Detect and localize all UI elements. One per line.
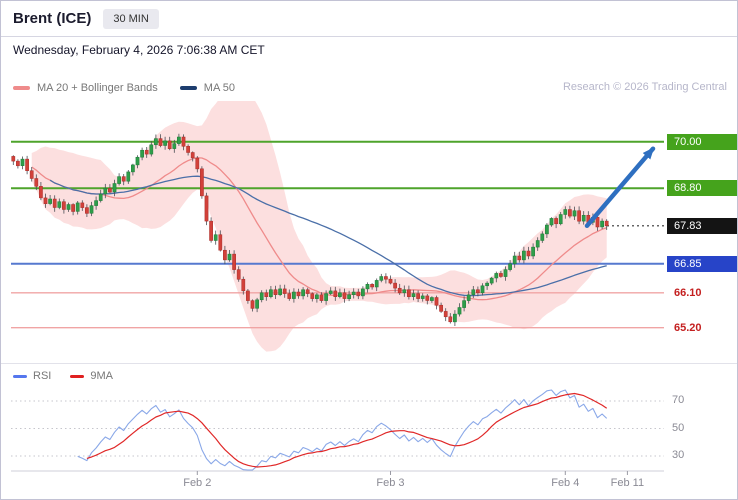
rsi-legend-label: RSI <box>33 370 52 382</box>
bullish-projection-arrow <box>584 146 656 229</box>
x-axis-label-feb4: Feb 4 <box>551 477 580 489</box>
ma50-swatch-icon <box>179 86 197 90</box>
ma50-legend-item: MA 50 <box>179 82 235 94</box>
ma20-legend-item: MA 20 + Bollinger Bands <box>13 82 158 94</box>
rsi-swatch-icon <box>13 374 27 378</box>
copyright-text: Research © 2026 Trading Central <box>562 81 727 93</box>
price-candlestick-chart <box>11 101 664 352</box>
ma50-legend-label: MA 50 <box>203 82 235 94</box>
x-axis-label-feb3: Feb 3 <box>376 477 405 489</box>
rsi-panel-divider <box>1 363 737 364</box>
rsi-legend-item: RSI <box>13 370 51 382</box>
price-level-badge-last-price: 67.83 <box>667 217 737 234</box>
rsi-grid-label-70: 70 <box>672 394 685 406</box>
rsi-grid-label-50: 50 <box>672 421 685 434</box>
price-level-badge-resistance-1: 70.00 <box>667 133 737 150</box>
ma20-swatch-icon <box>13 86 30 90</box>
x-axis-label-feb2: Feb 2 <box>183 477 212 489</box>
rsi-ma-legend-label: 9MA <box>90 370 113 382</box>
price-level-label-support-1: 66.10 <box>674 286 702 299</box>
chart-header: Brent (ICE) 30 MIN <box>1 1 737 37</box>
overlay-legend: MA 20 + Bollinger Bands MA 50 <box>13 82 249 94</box>
chart-datetime: Wednesday, February 4, 2026 7:06:38 AM C… <box>13 43 265 57</box>
ma20-legend-label: MA 20 + Bollinger Bands <box>37 82 158 94</box>
rsi-ma-legend-item: 9MA <box>70 370 113 382</box>
rsi-indicator-chart <box>11 389 664 475</box>
price-level-badge-pivot: 66.85 <box>667 255 737 272</box>
rsi-legend: RSI 9MA <box>13 370 125 382</box>
rsi-grid-label-30: 30 <box>672 449 685 461</box>
price-level-label-support-2: 65.20 <box>674 321 702 334</box>
rsi-ma-swatch-icon <box>70 374 85 378</box>
price-level-badge-resistance-2: 68.80 <box>667 180 737 197</box>
timeframe-badge: 30 MIN <box>103 8 159 29</box>
instrument-title: Brent (ICE) <box>13 10 92 27</box>
x-axis-label-feb11: Feb 11 <box>610 477 645 489</box>
